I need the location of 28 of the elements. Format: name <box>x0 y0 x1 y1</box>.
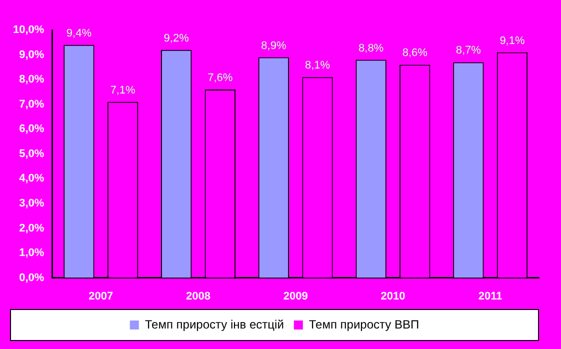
data-label: 7,1% <box>110 84 136 96</box>
data-label: 9,2% <box>164 32 190 44</box>
y-tick-label: 0,0% <box>19 272 44 284</box>
data-label: 8,8% <box>358 42 384 54</box>
y-tick-label: 7,0% <box>19 98 44 110</box>
data-label: 9,4% <box>66 27 92 40</box>
data-label: 9,1% <box>500 34 525 47</box>
data-label: 8,6% <box>402 47 428 60</box>
x-tick-label: 2011 <box>478 290 502 302</box>
x-tick-label: 2010 <box>380 290 406 302</box>
x-tick-label: 2008 <box>186 290 210 302</box>
legend-label: Темп приросту ВВП <box>308 317 420 332</box>
y-tick-label: 5,0% <box>19 148 44 160</box>
data-label: 8,9% <box>261 40 286 52</box>
y-tick-label: 10,0% <box>12 24 44 36</box>
y-tick-label: 4,0% <box>19 172 44 185</box>
legend-label: Темп приросту інв естцій <box>144 317 284 332</box>
data-label: 7,6% <box>208 72 233 84</box>
y-tick-label: 1,0% <box>19 247 44 260</box>
y-tick-label: 3,0% <box>19 197 44 210</box>
data-label: 8,7% <box>456 44 482 57</box>
x-tick-label: 2007 <box>88 290 114 302</box>
data-label: 8,1% <box>304 60 330 72</box>
y-tick-label: 6,0% <box>19 123 44 136</box>
y-tick-label: 9,0% <box>19 48 44 61</box>
y-tick-label: 2,0% <box>19 222 44 234</box>
y-tick-label: 8,0% <box>19 74 44 86</box>
x-tick-label: 2009 <box>283 290 308 302</box>
